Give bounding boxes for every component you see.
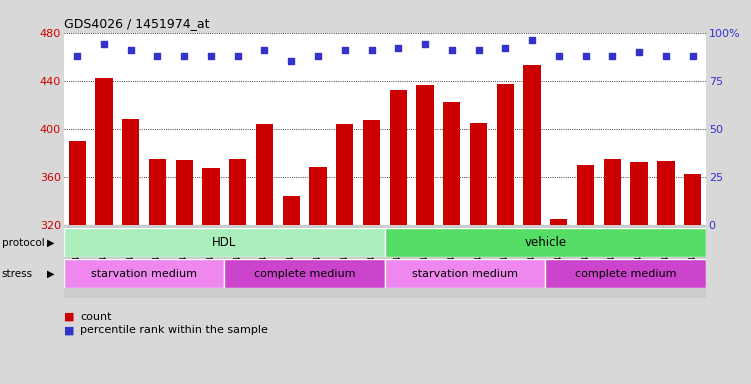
Bar: [465, 225, 492, 298]
Bar: [684, 174, 701, 225]
Point: [152, 53, 164, 59]
Bar: [599, 225, 626, 298]
Point: [232, 53, 244, 59]
Bar: [385, 259, 545, 288]
Text: complete medium: complete medium: [254, 268, 355, 279]
Point: [71, 53, 83, 59]
Bar: [492, 225, 519, 298]
Text: ▶: ▶: [47, 268, 55, 279]
Bar: [385, 225, 412, 298]
Point: [125, 47, 137, 53]
Bar: [305, 225, 331, 298]
Bar: [176, 160, 193, 225]
Bar: [412, 225, 439, 298]
Text: HDL: HDL: [213, 237, 237, 249]
Text: count: count: [80, 312, 112, 322]
Bar: [496, 84, 514, 225]
Bar: [550, 218, 568, 225]
Bar: [358, 225, 385, 298]
Point: [205, 53, 217, 59]
Text: GDS4026 / 1451974_at: GDS4026 / 1451974_at: [64, 17, 210, 30]
Point: [580, 53, 592, 59]
Bar: [657, 161, 674, 225]
Point: [419, 41, 431, 47]
Bar: [225, 259, 385, 288]
Point: [98, 41, 110, 47]
Bar: [202, 168, 220, 225]
Text: protocol: protocol: [2, 238, 44, 248]
Text: stress: stress: [2, 268, 32, 279]
Bar: [653, 225, 679, 298]
Bar: [577, 165, 594, 225]
Bar: [630, 162, 648, 225]
Text: vehicle: vehicle: [524, 237, 566, 249]
Text: ■: ■: [64, 312, 74, 322]
Bar: [171, 225, 198, 298]
Bar: [282, 196, 300, 225]
Bar: [604, 159, 621, 225]
Bar: [95, 78, 113, 225]
Bar: [64, 259, 225, 288]
Point: [392, 45, 404, 51]
Point: [526, 37, 538, 43]
Point: [660, 53, 672, 59]
Point: [258, 47, 270, 53]
Bar: [229, 159, 246, 225]
Bar: [439, 225, 465, 298]
Bar: [572, 225, 599, 298]
Bar: [91, 225, 117, 298]
Text: starvation medium: starvation medium: [412, 268, 518, 279]
Text: complete medium: complete medium: [575, 268, 677, 279]
Bar: [523, 65, 541, 225]
Bar: [545, 259, 706, 288]
Bar: [225, 225, 251, 298]
Bar: [117, 225, 144, 298]
Point: [366, 47, 378, 53]
Bar: [68, 141, 86, 225]
Bar: [443, 102, 460, 225]
Bar: [144, 225, 170, 298]
Bar: [470, 122, 487, 225]
Point: [339, 47, 351, 53]
Bar: [122, 119, 140, 225]
Point: [472, 47, 484, 53]
Bar: [251, 225, 278, 298]
Bar: [198, 225, 225, 298]
Point: [686, 53, 698, 59]
Point: [285, 58, 297, 65]
Bar: [331, 225, 358, 298]
Text: ■: ■: [64, 325, 74, 335]
Bar: [385, 228, 706, 257]
Bar: [149, 159, 166, 225]
Bar: [256, 124, 273, 225]
Bar: [416, 85, 434, 225]
Bar: [390, 90, 407, 225]
Point: [633, 49, 645, 55]
Point: [178, 53, 190, 59]
Point: [312, 53, 324, 59]
Bar: [519, 225, 545, 298]
Bar: [679, 225, 706, 298]
Point: [446, 47, 458, 53]
Bar: [363, 120, 380, 225]
Point: [606, 53, 618, 59]
Bar: [64, 225, 91, 298]
Point: [499, 45, 511, 51]
Bar: [626, 225, 653, 298]
Point: [553, 53, 565, 59]
Bar: [309, 167, 327, 225]
Bar: [336, 124, 354, 225]
Bar: [278, 225, 305, 298]
Bar: [64, 228, 385, 257]
Text: percentile rank within the sample: percentile rank within the sample: [80, 325, 268, 335]
Text: ▶: ▶: [47, 238, 55, 248]
Bar: [545, 225, 572, 298]
Text: starvation medium: starvation medium: [91, 268, 197, 279]
